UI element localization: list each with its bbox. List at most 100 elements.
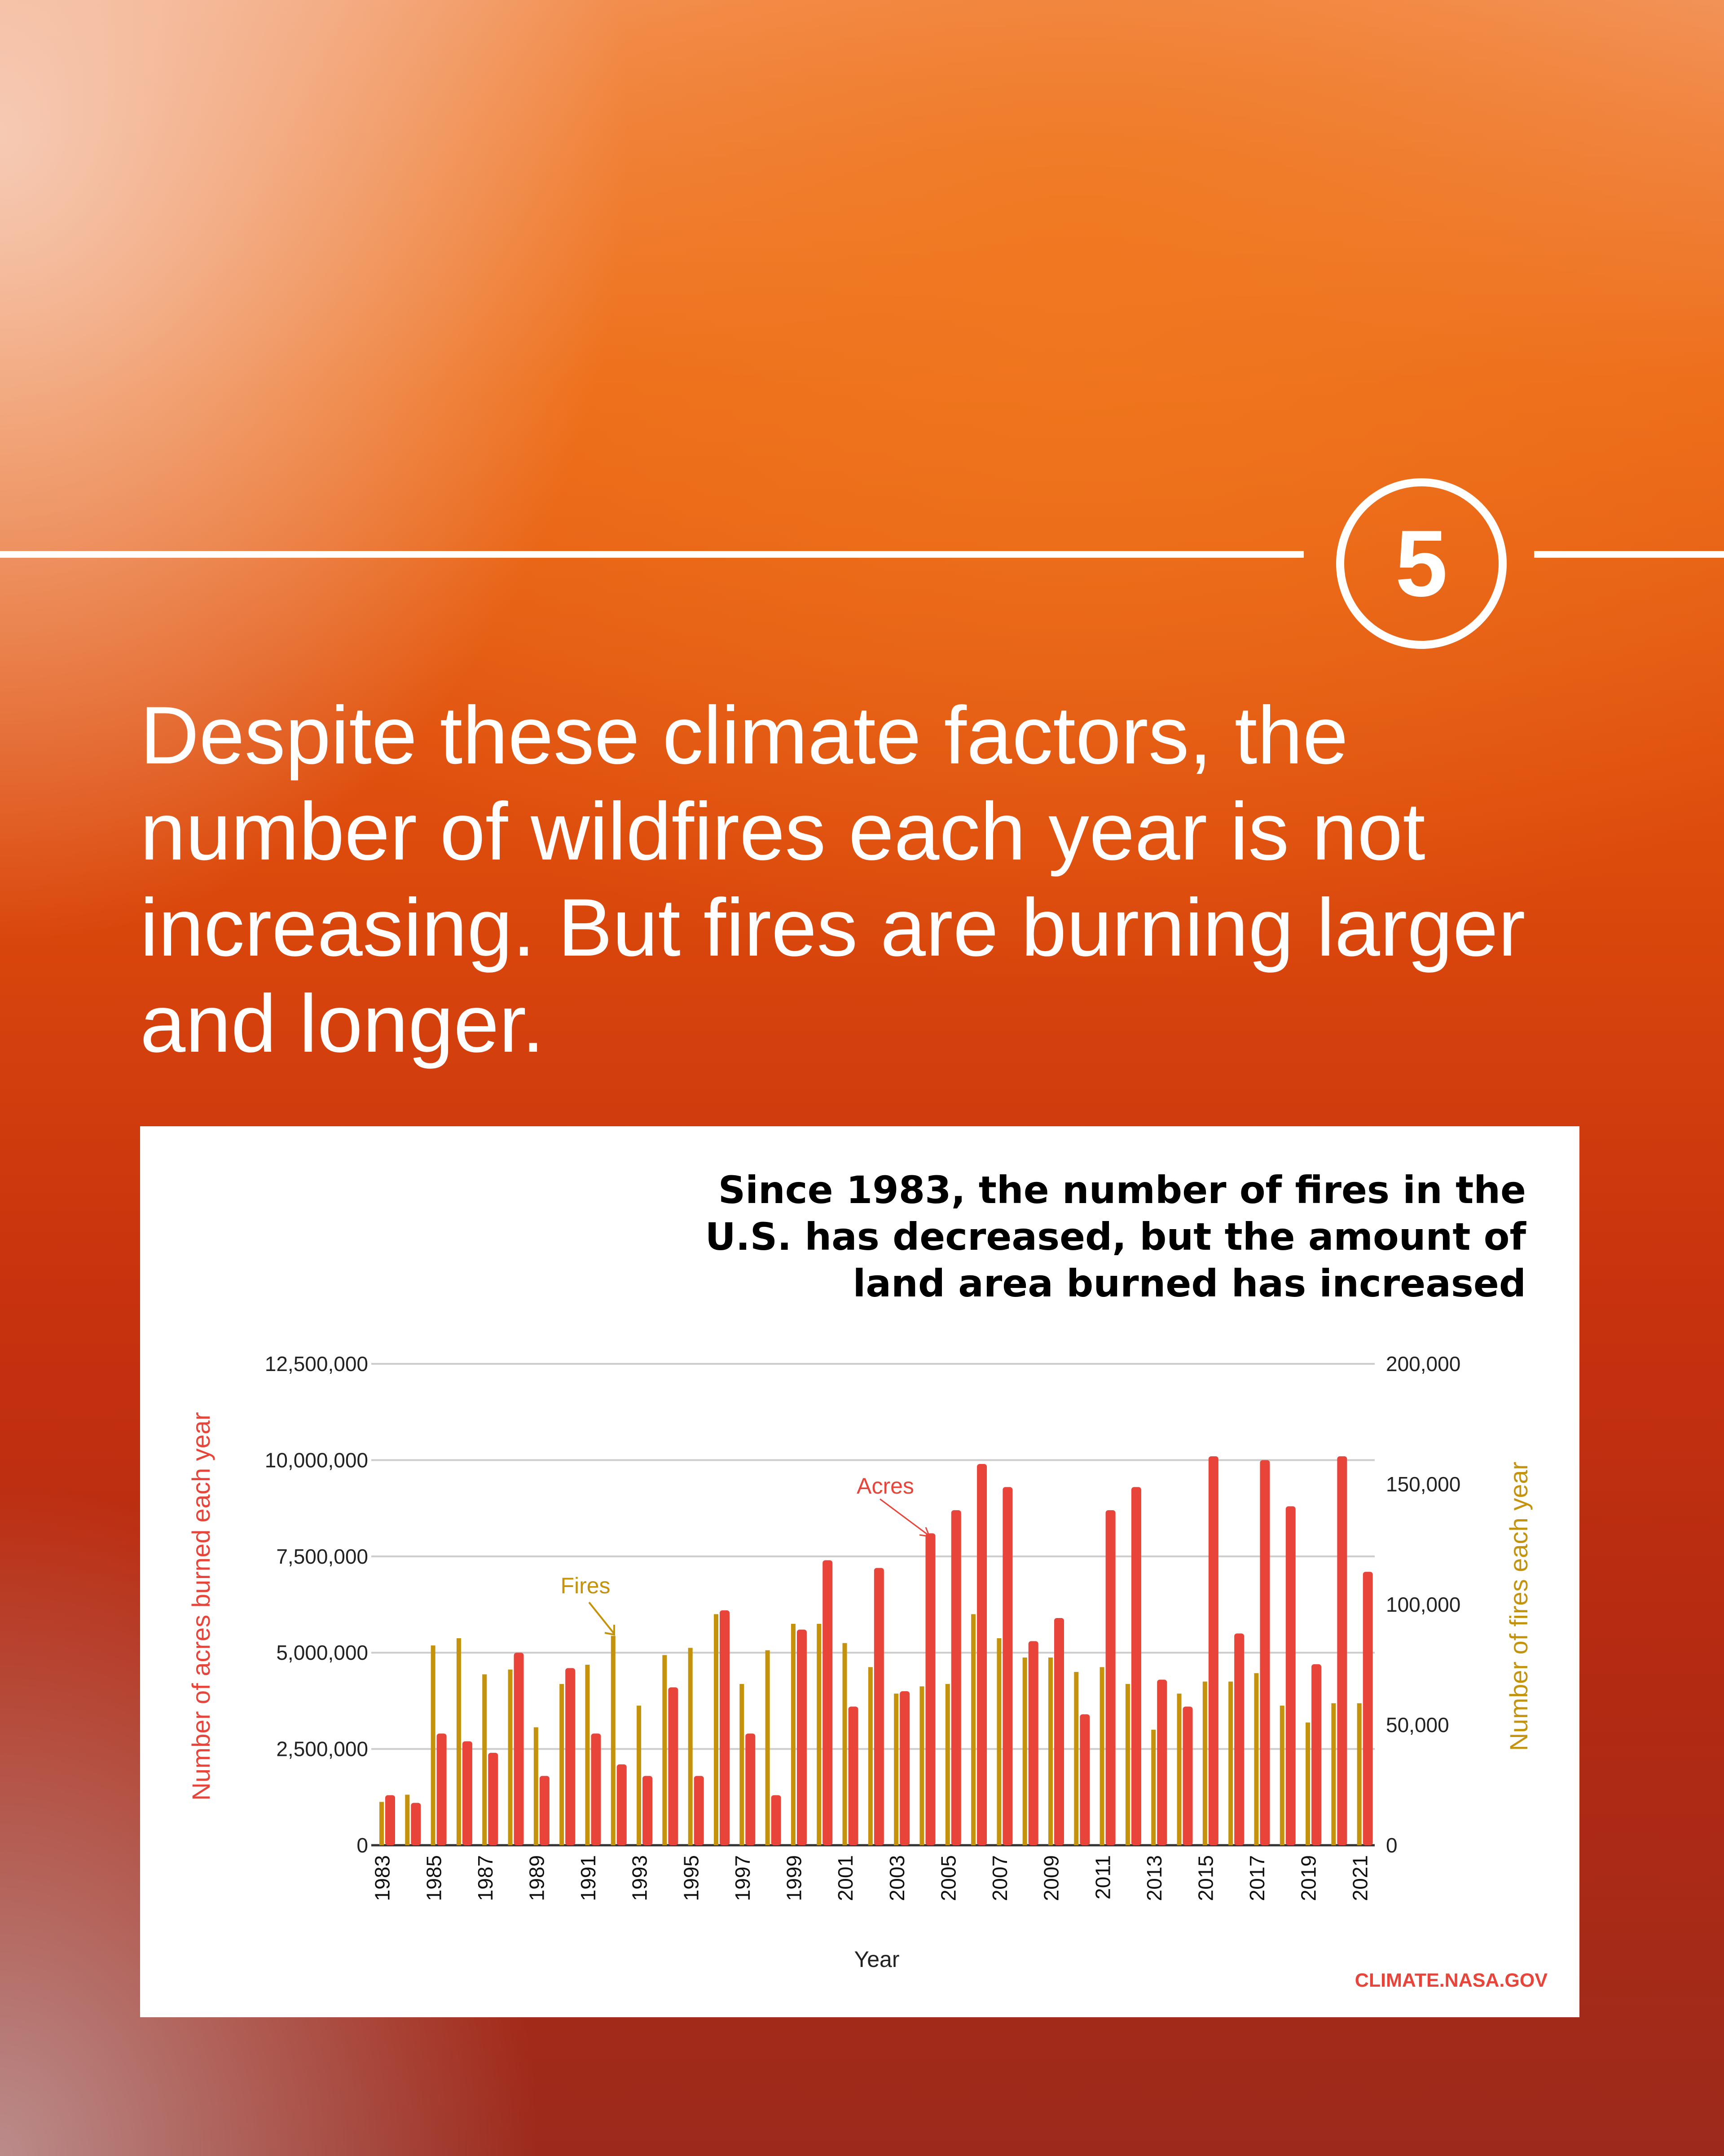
x-tick-label: 1985: [422, 1855, 445, 1901]
x-tick-label: 1993: [628, 1855, 651, 1901]
bar-fires-2014: [1177, 1693, 1182, 1845]
y-tick-right: 0: [1386, 1834, 1398, 1857]
y-tick-right: 200,000: [1386, 1352, 1460, 1376]
x-tick-label: 2019: [1297, 1855, 1320, 1901]
bar-fires-1995: [688, 1648, 693, 1845]
y-tick-left: 7,500,000: [276, 1545, 368, 1568]
bar-fires-2018: [1280, 1706, 1284, 1845]
bar-fires-2011: [1099, 1667, 1104, 1845]
annotation-fires: Fires: [560, 1573, 610, 1598]
bar-acres-1987: [488, 1753, 498, 1845]
bar-fires-2015: [1202, 1681, 1207, 1845]
x-tick-label: 2001: [834, 1855, 857, 1901]
bar-acres-2019: [1311, 1664, 1322, 1845]
bar-acres-1999: [796, 1629, 807, 1845]
x-tick-label: 2013: [1143, 1855, 1166, 1901]
chart-title: Since 1983, the number of fires in theU.…: [705, 1168, 1527, 1305]
bar-fires-1984: [405, 1794, 410, 1845]
chart-title-line: land area burned has increased: [853, 1261, 1526, 1305]
y-tick-left: 10,000,000: [265, 1448, 368, 1472]
bar-acres-1985: [436, 1733, 447, 1845]
bar-fires-2008: [1022, 1657, 1027, 1845]
bar-fires-1988: [508, 1669, 513, 1845]
bar-acres-2021: [1363, 1572, 1373, 1845]
divider-line-right: [1534, 551, 1724, 558]
bar-fires-2009: [1048, 1657, 1053, 1845]
x-tick-label: 1987: [474, 1855, 497, 1901]
x-tick-label: 1991: [576, 1855, 600, 1901]
y-tick-right: 50,000: [1386, 1713, 1449, 1737]
y-tick-right: 150,000: [1386, 1473, 1460, 1496]
bar-acres-1991: [591, 1733, 601, 1845]
annotation-acres-arrow: [880, 1498, 930, 1537]
bar-acres-2003: [900, 1691, 910, 1845]
credit: CLIMATE.NASA.GOV: [1355, 1970, 1548, 1991]
bar-fires-2002: [868, 1667, 873, 1845]
y-axis-right-label: Number of fires each year: [1504, 1462, 1533, 1751]
bar-acres-1983: [385, 1795, 395, 1845]
bar-fires-2010: [1074, 1672, 1079, 1845]
bar-acres-2009: [1054, 1618, 1064, 1845]
bar-acres-1984: [411, 1803, 421, 1845]
x-tick-label: 2017: [1245, 1855, 1269, 1901]
bar-fires-2013: [1151, 1729, 1156, 1845]
bar-fires-1997: [739, 1684, 744, 1845]
bar-acres-1986: [462, 1741, 472, 1845]
bar-acres-2016: [1234, 1633, 1245, 1845]
bar-fires-1998: [765, 1650, 770, 1845]
x-tick-label: 1999: [783, 1855, 806, 1901]
chart-title-line: Since 1983, the number of fires in the: [718, 1168, 1526, 1212]
chart-card: Since 1983, the number of fires in the U.…: [140, 1126, 1579, 2017]
bar-fires-1994: [662, 1655, 667, 1845]
bar-acres-2002: [874, 1568, 884, 1845]
x-tick-label: 1997: [731, 1855, 754, 1901]
x-axis-label: Year: [854, 1947, 899, 1972]
annotation-fires-arrow: [588, 1601, 615, 1635]
y-tick-left: 12,500,000: [265, 1352, 368, 1376]
y-tick-right: 100,000: [1386, 1593, 1460, 1616]
bar-fires-1991: [585, 1665, 590, 1845]
bar-acres-2001: [848, 1706, 858, 1845]
annotation-acres-arrowhead: [919, 1527, 931, 1537]
bar-fires-1986: [456, 1638, 461, 1845]
bar-fires-2016: [1228, 1681, 1233, 1845]
bar-acres-2005: [951, 1510, 961, 1845]
bar-acres-2012: [1131, 1487, 1141, 1845]
bar-acres-1994: [668, 1687, 678, 1845]
bar-fires-2006: [971, 1614, 976, 1845]
bar-fires-1987: [482, 1674, 487, 1845]
annotation-fires-arrowhead: [604, 1625, 615, 1636]
bar-acres-2020: [1337, 1456, 1347, 1845]
bar-acres-2014: [1183, 1706, 1193, 1845]
bar-acres-2000: [822, 1560, 833, 1845]
x-tick-label: 1989: [525, 1855, 549, 1901]
bar-acres-2010: [1080, 1714, 1090, 1845]
bar-acres-2015: [1208, 1456, 1218, 1845]
bar-fires-1996: [714, 1614, 718, 1845]
chart: Since 1983, the number of fires in theU.…: [187, 1168, 1548, 1991]
x-tick-label: 2007: [988, 1855, 1012, 1901]
bar-fires-1999: [791, 1623, 796, 1845]
bar-fires-1983: [379, 1802, 384, 1845]
bar-fires-2004: [919, 1686, 924, 1845]
bar-acres-2017: [1260, 1460, 1270, 1845]
bar-acres-2011: [1105, 1510, 1116, 1845]
bar-fires-1992: [611, 1636, 616, 1845]
x-tick-label: 2009: [1040, 1855, 1063, 1901]
x-tick-label: 1995: [679, 1855, 703, 1901]
x-tick-label: 2021: [1348, 1855, 1372, 1901]
bar-acres-1996: [720, 1610, 730, 1845]
x-tick-label: 2003: [885, 1855, 909, 1901]
divider-line-left: [0, 551, 1304, 558]
y-tick-left: 5,000,000: [276, 1641, 368, 1664]
bar-fires-1985: [431, 1645, 435, 1845]
y-axis-left-label: Number of acres burned each year: [187, 1412, 215, 1800]
step-number-badge: 5: [1336, 478, 1507, 649]
bar-acres-2008: [1028, 1641, 1038, 1845]
bar-acres-1995: [694, 1776, 704, 1845]
bar-fires-2007: [997, 1638, 1002, 1845]
bar-acres-2018: [1285, 1506, 1296, 1845]
x-tick-label: 2011: [1091, 1855, 1114, 1900]
chart-title-line: U.S. has decreased, but the amount of: [705, 1215, 1527, 1259]
headline: Despite these climate factors, the numbe…: [140, 689, 1526, 1069]
